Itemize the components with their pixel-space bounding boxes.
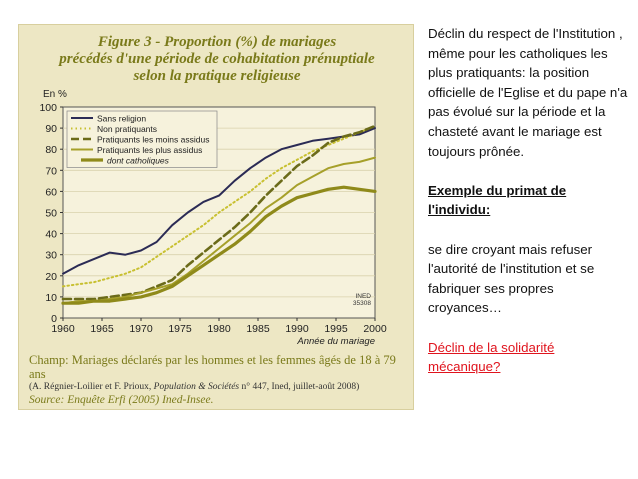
legend-label: Sans religion	[97, 114, 146, 124]
figure-source: Source: Enquête Erfi (2005) Ined-Insee.	[29, 394, 214, 406]
y-tick-label: 0	[51, 313, 57, 325]
series-line-4	[62, 156, 376, 305]
figure-title-line3: selon la pratique religieuse	[133, 68, 301, 84]
x-tick-label: 1985	[246, 323, 270, 335]
x-tick-label: 1965	[90, 323, 114, 335]
ined-watermark-line1: INED	[355, 293, 371, 300]
series-line-3	[61, 124, 377, 301]
y-axis-label: En %	[43, 89, 67, 100]
y-tick-label: 50	[45, 208, 57, 220]
x-axis-label: Année du mariage	[296, 336, 375, 347]
x-tick-label: 2000	[363, 323, 387, 335]
x-tick-label: 1990	[285, 323, 309, 335]
y-tick-label: 10	[45, 292, 57, 304]
reference-journal: Population & Sociétés	[153, 382, 240, 392]
side-paragraph-1: Déclin du respect de l'Institution , mêm…	[428, 26, 628, 159]
y-tick-label: 70	[45, 165, 57, 177]
y-tick-label: 20	[45, 271, 57, 283]
y-tick-label: 90	[45, 123, 57, 135]
figure-title-line1: Figure 3 - Proportion (%) de mariages	[97, 34, 337, 50]
ined-watermark-line2: 35308	[353, 300, 371, 307]
x-tick-label: 1995	[324, 323, 348, 335]
legend-label: Pratiquants les plus assidus	[97, 145, 202, 155]
y-tick-label: 30	[45, 250, 57, 262]
series-line-1	[62, 127, 376, 275]
side-heading: Exemple du primat de l'individu:	[428, 182, 567, 218]
x-tick-label: 1980	[207, 323, 231, 335]
legend-label: Non pratiquants	[97, 124, 157, 134]
y-tick-label: 80	[45, 144, 57, 156]
y-tick-label: 60	[45, 186, 57, 198]
legend-label: Pratiquants les moins assidus	[97, 135, 209, 145]
x-tick-label: 1970	[129, 323, 153, 335]
figure-title-line2: précédés d'une période de cohabitation p…	[59, 51, 375, 67]
reference-prefix: (A. Régnier-Loilier et F. Prioux,	[29, 382, 154, 392]
legend-label: dont catholiques	[107, 156, 170, 166]
side-text: Déclin du respect de l'Institution , mêm…	[428, 24, 628, 377]
x-tick-label: 1975	[168, 323, 192, 335]
x-tick-label: 1960	[51, 323, 75, 335]
figure-scope-note: Champ: Mariages déclarés par les hommes …	[29, 353, 396, 381]
side-red-question: Déclin de la solidarité mécanique?	[428, 339, 555, 375]
figure-panel: Figure 3 - Proportion (%) de mariages pr…	[18, 24, 414, 410]
side-paragraph-2: se dire croyant mais refuser l'autorité …	[428, 241, 595, 316]
reference-suffix: n° 447, Ined, juillet-août 2008)	[239, 382, 360, 392]
figure-reference: (A. Régnier-Loilier et F. Prioux, Popula…	[29, 382, 359, 392]
legend-box	[66, 110, 218, 168]
line-chart: 0 10 20 30 40 50 60 70 80 90 100 1960 1965 1970 1975 19…	[39, 89, 387, 347]
y-tick-label: 40	[45, 229, 57, 241]
series-line-5	[61, 185, 377, 305]
y-tick-label: 100	[39, 102, 57, 114]
